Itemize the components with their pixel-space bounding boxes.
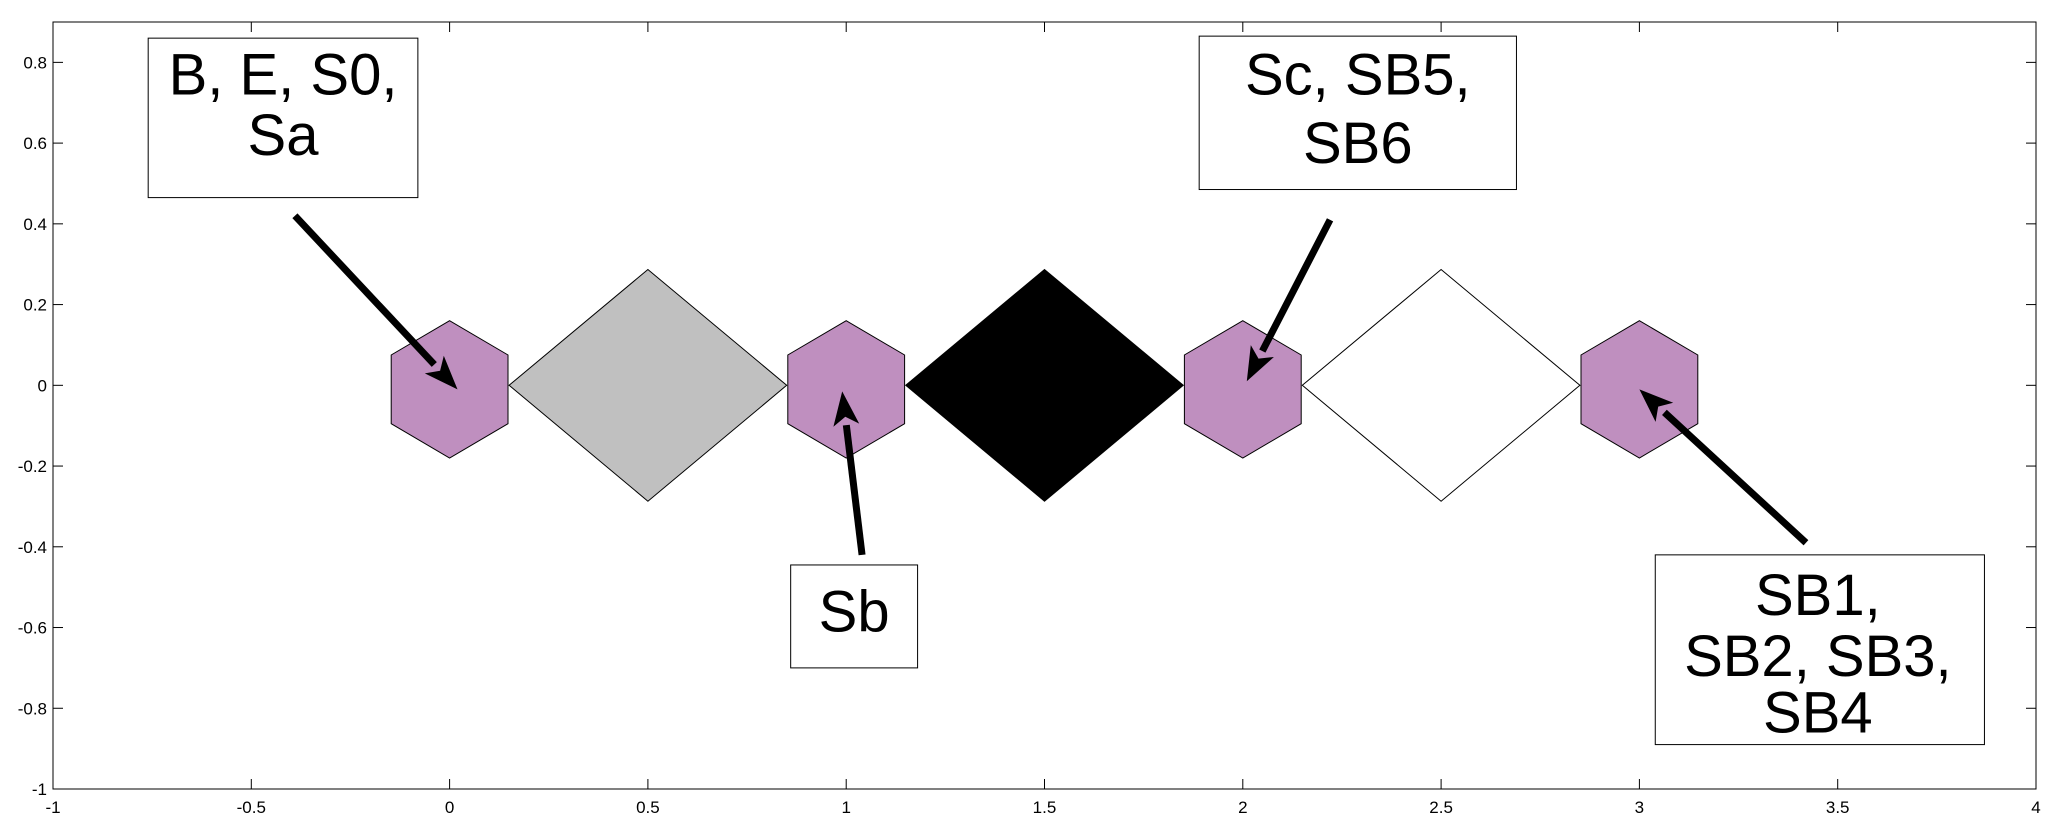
annotation-label: B, E, S0,	[169, 42, 398, 107]
annotation-arrow-shaft	[292, 213, 437, 367]
diamond-white	[1301, 268, 1581, 502]
annotation-arrow-shaft	[1662, 409, 1809, 546]
annotation-label: Sb	[819, 579, 890, 644]
hexagon-0	[390, 320, 509, 459]
shapes-layer	[390, 268, 1699, 502]
y-tick-label: 0.6	[23, 134, 47, 153]
hexagon-2	[1183, 320, 1302, 459]
x-tick-label: 3	[1635, 798, 1644, 817]
x-tick-label: 0	[445, 798, 454, 817]
diamond-black	[904, 268, 1185, 502]
hexagon-1	[787, 320, 906, 459]
y-tick-label: -1	[32, 780, 47, 799]
y-tick-label: 0	[38, 376, 47, 395]
x-tick-label: 1	[841, 798, 850, 817]
y-tick-label: -0.8	[18, 699, 47, 718]
x-tick-label: 4	[2031, 798, 2040, 817]
annotation-label: SB4	[1763, 680, 1873, 745]
y-tick-label: -0.2	[18, 457, 47, 476]
annotation-label: SB1,	[1755, 563, 1881, 628]
y-tick-label: -0.4	[18, 538, 47, 557]
hexagon-3	[1580, 320, 1699, 459]
annotation-arrow-head	[1246, 345, 1274, 382]
annotation-box	[1654, 554, 1985, 746]
annotation-box	[147, 37, 419, 199]
annotation-arrow-shaft	[842, 424, 866, 556]
x-tick-label: 2	[1238, 798, 1247, 817]
diamond-gray	[508, 268, 788, 502]
x-tick-label: -1	[45, 798, 60, 817]
annotation-label: Sc, SB5,	[1245, 42, 1471, 107]
annotation-arrow-head	[1639, 389, 1674, 422]
annotation-label: SB2, SB3,	[1684, 624, 1952, 689]
annotation-box	[1198, 35, 1517, 191]
x-tick-label: 3.5	[1826, 798, 1850, 817]
y-tick-label: 0.4	[23, 215, 47, 234]
annotation-arrow-head	[424, 355, 458, 390]
x-tick-label: -0.5	[237, 798, 266, 817]
y-tick-label: 0.8	[23, 53, 47, 72]
annotations-layer: B, E, S0,Sa Sb Sc, SB5,SB6 SB1,SB2, SB3,SB4	[147, 35, 1985, 746]
annotation-label: Sa	[248, 103, 320, 168]
annotation-arrow-shaft	[1259, 218, 1334, 353]
x-tick-label: 0.5	[636, 798, 660, 817]
x-tick-label: 1.5	[1033, 798, 1057, 817]
y-tick-label: 0.2	[23, 296, 47, 315]
y-tick-label: -0.6	[18, 619, 47, 638]
annotation-box	[790, 564, 919, 669]
x-tick-label: 2.5	[1429, 798, 1453, 817]
annotation-arrow-head	[833, 391, 860, 427]
annotation-label: SB6	[1303, 111, 1413, 176]
axes-layer: -1 -0.5 0 0.5 1 1.5 2 2.5 3 3.5 4 -1 -0.8 -0.6 -0.4 -0.…	[18, 21, 2041, 817]
